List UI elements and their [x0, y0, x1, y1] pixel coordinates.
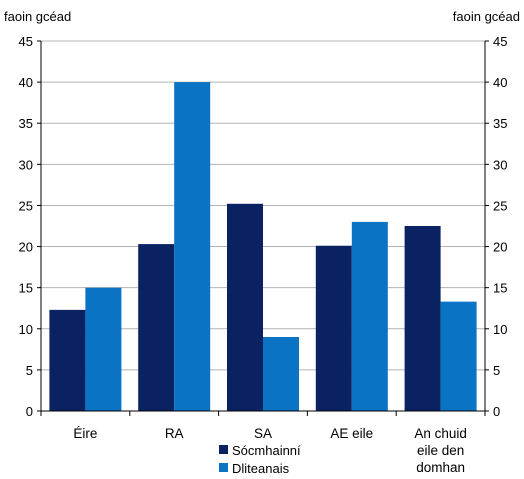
x-category-label: domhan	[416, 460, 465, 475]
y-tick-label-left: 10	[19, 322, 33, 337]
y-tick-label-right: 10	[493, 322, 507, 337]
y-tick-label-left: 20	[19, 240, 33, 255]
y-tick-label-right: 35	[493, 116, 507, 131]
bar-socmhainni-3	[315, 245, 352, 411]
bar-dliteanais-0	[85, 287, 122, 411]
bar-socmhainni-2	[227, 203, 263, 411]
y-tick-label-right: 0	[493, 404, 500, 419]
legend: Sócmhainní Dliteanais	[219, 443, 301, 476]
bar-dliteanais-4	[440, 301, 477, 411]
legend-swatch-1	[219, 463, 228, 472]
x-axis-category-labels: Éire RA SA AE eile An chuid eile den domhan	[40, 411, 486, 475]
y-tick-label-right: 5	[493, 363, 500, 378]
legend-label-0: Sócmhainní	[232, 443, 301, 458]
left-axis-unit-label: faoin gcéad	[4, 9, 71, 24]
y-tick-label-left: 40	[19, 75, 33, 90]
y-tick-label-right: 40	[493, 75, 507, 90]
axes	[40, 41, 486, 412]
y-tick-label-left: 35	[19, 116, 33, 131]
y-tick-label-right: 20	[493, 240, 507, 255]
y-tick-label-left: 45	[19, 34, 33, 49]
x-category-label: AE eile	[330, 426, 373, 441]
y-tick-label-left: 30	[19, 157, 33, 172]
x-category-label: Éire	[73, 426, 97, 441]
left-y-axis-ticks: 0 5 10 15 20 25 30 35 40 45	[19, 34, 41, 419]
y-tick-label-left: 15	[19, 281, 33, 296]
y-tick-label-left: 5	[26, 363, 33, 378]
legend-label-1: Dliteanais	[232, 461, 290, 476]
y-tick-label-right: 30	[493, 157, 507, 172]
y-tick-label-right: 25	[493, 198, 507, 213]
legend-swatch-0	[219, 445, 228, 454]
x-category-label: An chuid	[414, 426, 467, 441]
bar-socmhainni-1	[138, 244, 175, 411]
bar-dliteanais-3	[351, 221, 388, 411]
y-tick-label-right: 15	[493, 281, 507, 296]
y-tick-label-right: 45	[493, 34, 507, 49]
bar-socmhainni-4	[404, 226, 441, 411]
right-axis-unit-label: faoin gcéad	[453, 9, 520, 24]
bar-dliteanais-2	[263, 337, 299, 411]
bars	[49, 82, 477, 411]
bar-socmhainni-0	[49, 309, 86, 411]
x-category-label: eile den	[417, 443, 464, 458]
bar-dliteanais-1	[174, 82, 211, 411]
x-category-label: SA	[254, 426, 272, 441]
y-tick-label-left: 0	[26, 404, 33, 419]
right-y-axis-ticks: 0 5 10 15 20 25 30 35 40 45	[485, 34, 507, 419]
y-tick-label-left: 25	[19, 198, 33, 213]
x-category-label: RA	[165, 426, 184, 441]
